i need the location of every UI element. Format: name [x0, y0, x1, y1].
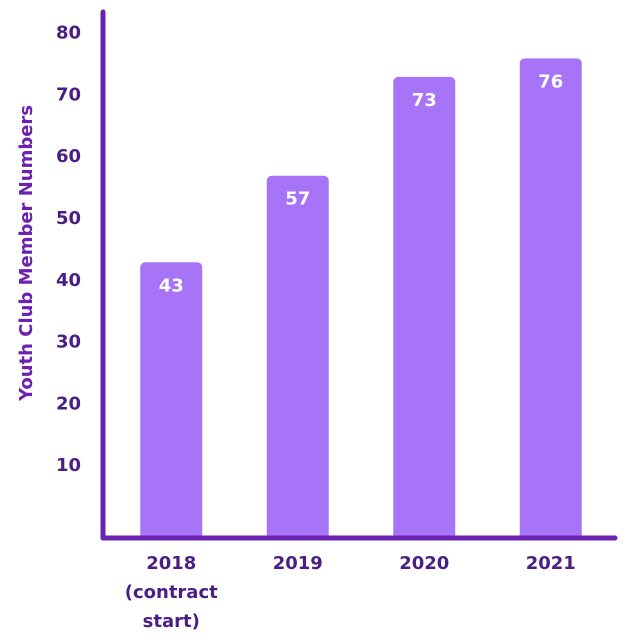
y-tick-label: 50 — [56, 208, 81, 229]
bar-value-label: 76 — [538, 71, 563, 92]
bar-value-label: 73 — [412, 90, 437, 111]
x-tick-label: start) — [143, 611, 200, 632]
x-tick-label: 2018 — [146, 553, 196, 574]
bar — [140, 262, 203, 540]
x-tick-label: 2019 — [273, 553, 323, 574]
x-tick-label: 2021 — [526, 553, 576, 574]
y-tick-label: 60 — [56, 146, 81, 167]
bar-value-label: 57 — [285, 189, 310, 210]
y-tick-label: 40 — [56, 270, 81, 291]
y-tick-label: 10 — [56, 455, 81, 476]
x-tick-label: (contract — [125, 582, 218, 603]
bar — [393, 76, 456, 541]
y-tick-label: 70 — [56, 84, 81, 105]
y-tick-label: 30 — [56, 332, 81, 353]
x-tick-label: 2020 — [399, 553, 449, 574]
y-axis-title: Youth Club Member Numbers — [16, 105, 37, 402]
y-tick-label: 20 — [56, 393, 81, 414]
bar — [266, 175, 329, 541]
y-tick-label: 80 — [56, 23, 81, 44]
bar-value-label: 43 — [159, 275, 184, 296]
bar — [519, 58, 582, 540]
